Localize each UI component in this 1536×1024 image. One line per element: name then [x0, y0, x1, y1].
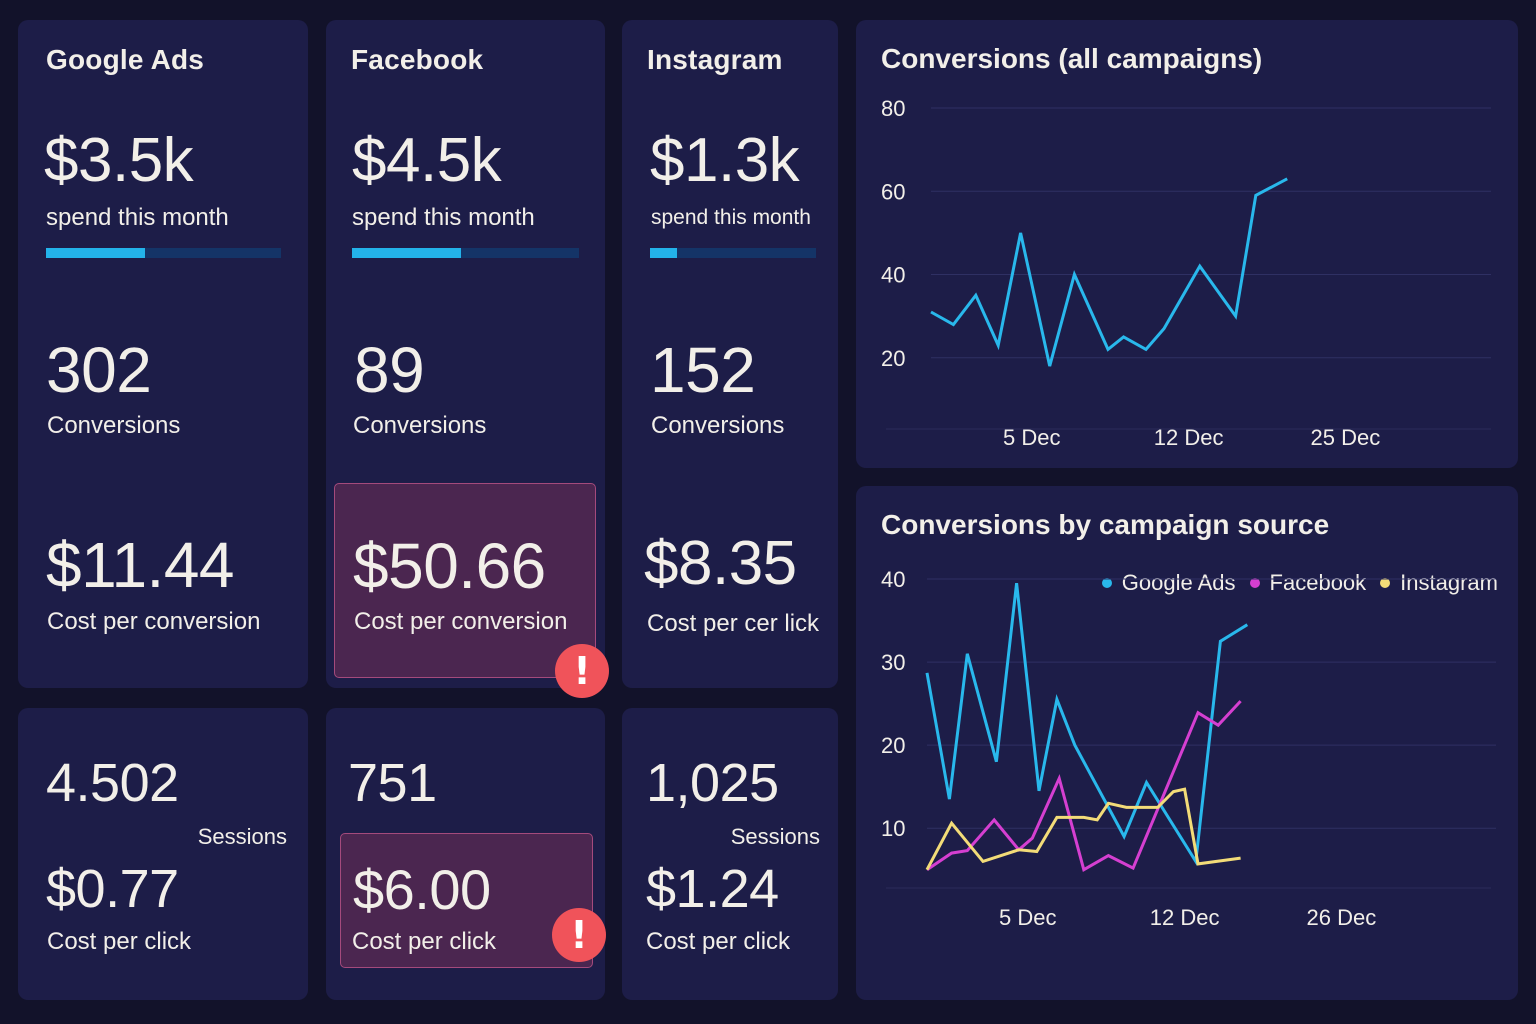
spend-label: spend this month [352, 204, 535, 231]
legend-label: Instagram [1400, 570, 1498, 595]
y-tick-label: 60 [881, 179, 905, 204]
cost-per-conversion-value: $50.66 [353, 530, 546, 602]
y-tick-label: 40 [881, 263, 905, 288]
cost-per-click-label: Cost per click [47, 928, 192, 955]
x-tick-label: 25 Dec [1311, 425, 1381, 450]
y-tick-label: 40 [881, 567, 905, 592]
legend-item-google-ads[interactable]: Google Ads [1101, 570, 1236, 596]
sessions-label: Sessions [730, 824, 820, 849]
spend-label: spend this month [46, 204, 229, 231]
x-tick-label: 5 Dec [999, 905, 1056, 930]
y-tick-label: 10 [881, 816, 905, 841]
legend-item-instagram[interactable]: Instagram [1380, 570, 1498, 596]
spend-value: $4.5k [352, 126, 502, 195]
sessions-value: 4.502 [46, 753, 179, 813]
x-tick-label: 12 Dec [1154, 425, 1224, 450]
facebook-summary-card[interactable]: Facebook $4.5k spend this month 89 Conve… [326, 20, 609, 698]
conversions-label: Conversions [353, 412, 487, 439]
chart-title: Conversions by campaign source [881, 509, 1330, 540]
instagram-summary-card[interactable]: Instagram $1.3k spend this month 152 Con… [622, 20, 838, 688]
cost-per-conversion-label: Cost per cer lick [647, 610, 820, 637]
spend-value: $1.3k [650, 126, 800, 195]
cost-per-conversion-label: Cost per conversion [354, 608, 568, 635]
spend-label: spend this month [651, 206, 811, 229]
x-tick-label: 5 Dec [1003, 425, 1060, 450]
y-tick-label: 20 [881, 733, 905, 758]
cost-per-click-value: $1.24 [646, 859, 779, 919]
chart-title: Conversions (all campaigns) [881, 43, 1263, 74]
cost-per-click-value: $0.77 [46, 859, 179, 919]
source-title: Instagram [647, 44, 783, 75]
conversions-by-source-chart[interactable]: 10 20 30 40 5 Dec 12 Dec 26 Dec [856, 486, 1518, 1000]
spend-progress-bar [650, 248, 816, 258]
cost-per-click-label: Cost per click [646, 928, 791, 955]
google-ads-summary-card[interactable]: Google Ads $3.5k spend this month 302 Co… [18, 20, 308, 688]
y-tick-label: 80 [881, 96, 905, 121]
source-title: Facebook [351, 44, 484, 75]
conversions-value: 302 [46, 334, 152, 406]
conversions-all-chart-card: Conversions (all campaigns) 20 40 60 80 5 De… [856, 20, 1518, 468]
conversions-label: Conversions [47, 412, 181, 439]
spend-value: $3.5k [44, 126, 194, 195]
sessions-label: Sessions [197, 824, 287, 849]
conversions-by-source-chart-card: Conversions by campaign source Google Ad… [856, 486, 1518, 1000]
cost-per-click-value: $6.00 [353, 858, 491, 921]
chart-legend: Google Ads Facebook Instagram [1101, 570, 1498, 596]
legend-dot [1249, 578, 1260, 588]
google-ads-sessions-card[interactable]: 4.502 Sessions $0.77 Cost per click [18, 708, 308, 1000]
spend-progress-fill [650, 248, 677, 258]
facebook-sessions-card[interactable]: 751 $6.00 Cost per click ! [326, 708, 606, 1000]
y-tick-label: 20 [881, 346, 905, 371]
y-tick-label: 30 [881, 650, 905, 675]
legend-dot [1101, 578, 1112, 588]
cost-per-click-label: Cost per click [352, 928, 497, 955]
legend-label: Facebook [1269, 570, 1367, 595]
spend-progress-bar [46, 248, 281, 258]
series-line-all-campaigns [930, 177, 1288, 367]
sessions-value: 1,025 [646, 753, 779, 813]
series-line-instagram [925, 787, 1241, 871]
x-tick-label: 12 Dec [1150, 905, 1220, 930]
conversions-label: Conversions [651, 412, 785, 439]
cost-per-conversion-value: $11.44 [46, 529, 235, 601]
sessions-value: 751 [348, 753, 437, 813]
series-line-google-ads [925, 583, 1249, 866]
legend-dot [1380, 578, 1391, 588]
cost-per-conversion-value: $8.35 [644, 529, 797, 598]
spend-progress-fill [352, 248, 461, 258]
spend-progress-bar [352, 248, 579, 258]
conversions-value: 89 [354, 334, 425, 406]
legend-item-facebook[interactable]: Facebook [1249, 570, 1367, 596]
cost-per-conversion-label: Cost per conversion [47, 608, 261, 635]
conversions-all-chart[interactable]: 20 40 60 80 5 Dec 12 Dec 25 Dec [856, 20, 1518, 468]
instagram-sessions-card[interactable]: 1,025 Sessions $1.24 Cost per click [622, 708, 838, 1000]
cost-per-conversion-alert-box[interactable]: $50.66 Cost per conversion [334, 483, 596, 678]
source-title: Google Ads [46, 44, 205, 75]
x-tick-label: 26 Dec [1307, 905, 1377, 930]
alert-icon[interactable]: ! [555, 644, 609, 698]
cost-per-click-alert-box[interactable]: $6.00 Cost per click [340, 833, 593, 968]
series-line-facebook [926, 700, 1242, 872]
conversions-value: 152 [650, 334, 756, 406]
legend-label: Google Ads [1121, 570, 1236, 595]
spend-progress-fill [46, 248, 145, 258]
alert-icon[interactable]: ! [552, 908, 606, 962]
